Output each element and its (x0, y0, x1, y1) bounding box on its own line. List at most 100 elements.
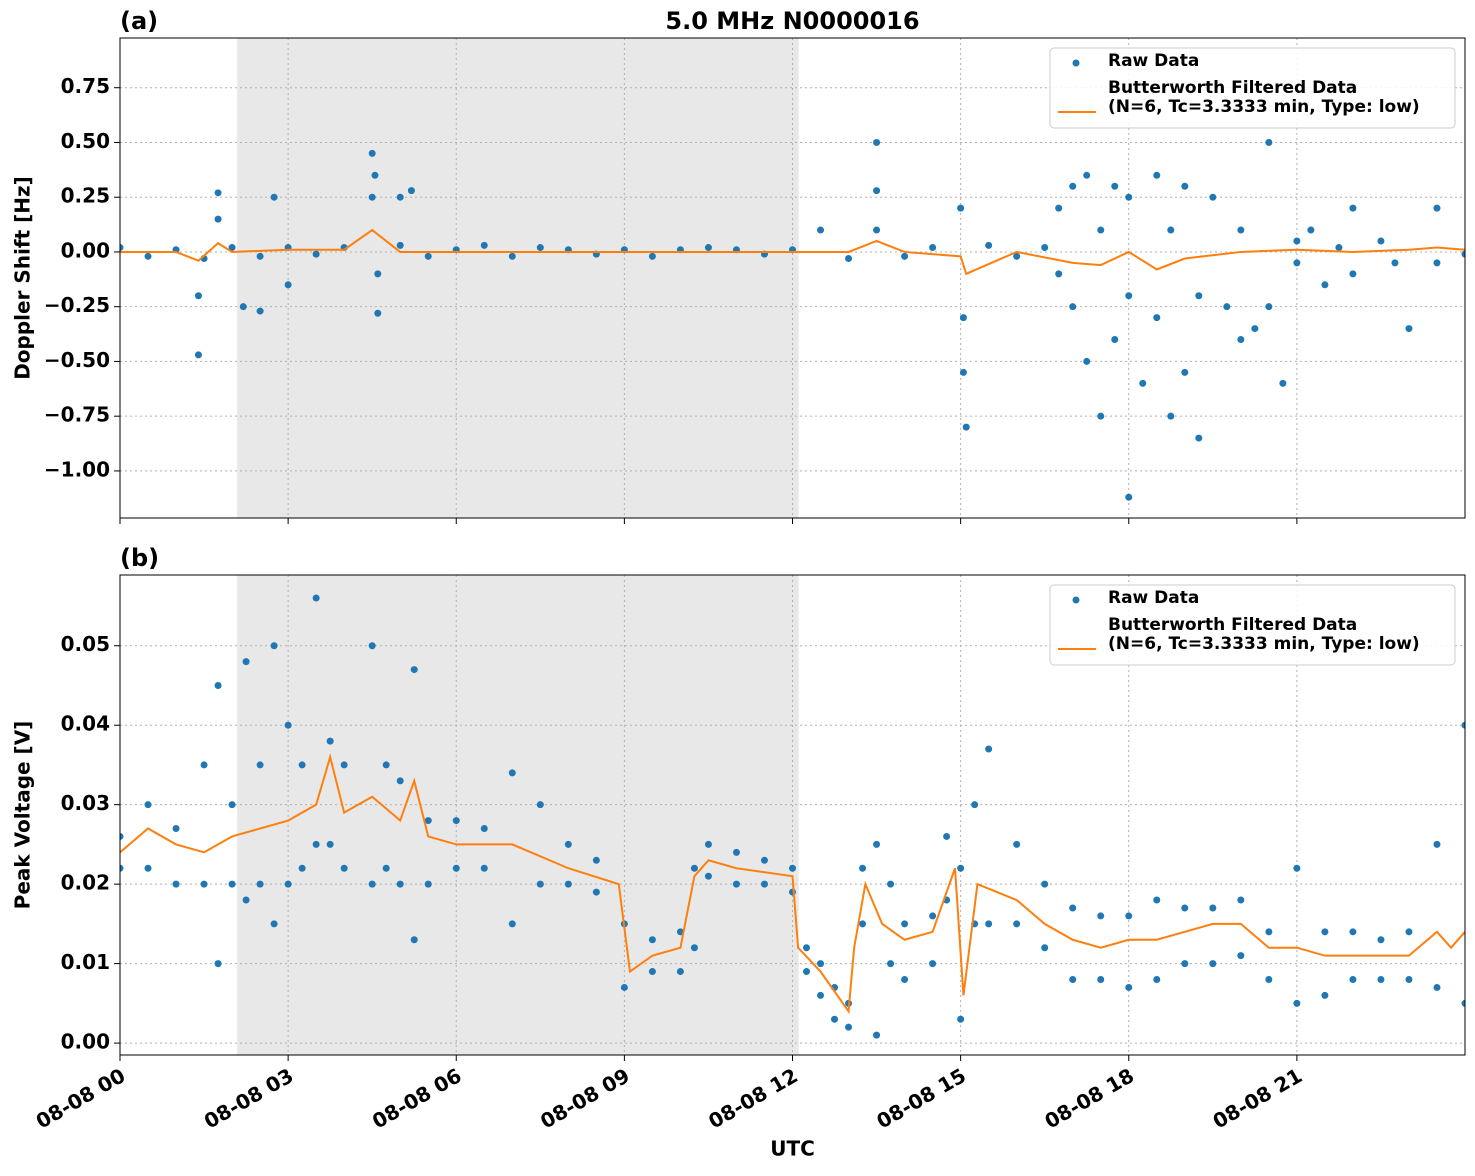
raw-point (256, 307, 264, 315)
raw-point (396, 193, 404, 201)
raw-point (1405, 976, 1413, 984)
raw-point (1279, 379, 1287, 387)
raw-point (1125, 493, 1133, 501)
raw-point (1181, 904, 1189, 912)
raw-point (845, 255, 853, 263)
raw-point (1153, 896, 1161, 904)
raw-point (368, 880, 376, 888)
raw-point (985, 241, 993, 249)
raw-point (382, 864, 390, 872)
raw-point (1097, 412, 1105, 420)
raw-point (1069, 182, 1077, 190)
raw-point (845, 1023, 853, 1031)
raw-point (1461, 721, 1465, 729)
raw-point (1055, 204, 1063, 212)
raw-point (929, 244, 937, 252)
y-tick-label: 0.75 (61, 74, 110, 98)
raw-point (1321, 991, 1329, 999)
legend-label: Butterworth Filtered Data (N=6, Tc=3.333… (1108, 79, 1420, 117)
raw-point (648, 968, 656, 976)
raw-point (312, 594, 320, 602)
raw-point (228, 801, 236, 809)
legend-label: Raw Data (1108, 52, 1200, 71)
legend-box (1049, 584, 1456, 666)
raw-point (1111, 336, 1119, 344)
raw-point (340, 864, 348, 872)
raw-point (214, 189, 222, 197)
chart-title: 5.0 MHz N0000016 (665, 7, 919, 35)
raw-point (789, 888, 796, 896)
raw-point (760, 856, 768, 864)
raw-point (732, 880, 740, 888)
x-tick-label: 08-08 18 (1040, 1063, 1138, 1133)
raw-point (1181, 368, 1189, 376)
raw-point (239, 303, 247, 311)
raw-point (120, 244, 124, 252)
raw-point (962, 423, 970, 431)
raw-point (1167, 412, 1175, 420)
raw-point (144, 801, 152, 809)
panel-label: (b) (120, 544, 159, 572)
legend-box (1049, 47, 1456, 129)
raw-point (1097, 912, 1105, 920)
raw-point (1377, 936, 1385, 944)
raw-point (1041, 244, 1049, 252)
raw-point (1321, 281, 1329, 289)
raw-point (410, 936, 418, 944)
y-tick-label: 0.01 (61, 950, 110, 974)
panel-label: (a) (120, 7, 158, 35)
raw-point (480, 241, 488, 249)
raw-point (943, 832, 951, 840)
raw-point (704, 244, 712, 252)
raw-point (194, 351, 202, 359)
raw-point (648, 252, 656, 260)
y-tick-label: 0.50 (61, 129, 110, 153)
raw-point (508, 769, 516, 777)
raw-point (200, 880, 208, 888)
raw-point (1335, 244, 1343, 252)
raw-point (901, 920, 909, 928)
raw-point (873, 187, 881, 195)
raw-point (873, 138, 881, 146)
y-tick-label: 0.25 (61, 184, 110, 208)
raw-point (1391, 259, 1399, 267)
raw-point (817, 991, 825, 999)
raw-point (789, 864, 796, 872)
y-tick-label: −0.50 (44, 348, 110, 372)
raw-point (1139, 379, 1147, 387)
x-tick-label: 08-08 06 (368, 1063, 466, 1133)
raw-point (1125, 193, 1133, 201)
plot-frame (119, 574, 1466, 1056)
raw-point (1125, 983, 1133, 991)
legend-marker (1072, 596, 1080, 604)
raw-point (1153, 976, 1161, 984)
raw-point (704, 840, 712, 848)
raw-point (214, 681, 222, 689)
y-tick-label: 0.00 (61, 238, 110, 262)
raw-point (1195, 434, 1203, 442)
raw-point (887, 880, 895, 888)
raw-point (1237, 226, 1245, 234)
raw-point (1209, 960, 1217, 968)
raw-point (676, 968, 684, 976)
raw-point (1013, 252, 1021, 260)
raw-point (1433, 259, 1441, 267)
raw-point (1083, 171, 1091, 179)
raw-point (873, 226, 881, 234)
raw-point (1237, 896, 1245, 904)
y-tick-label: 0.05 (61, 632, 110, 656)
raw-point (592, 856, 600, 864)
raw-point (424, 817, 432, 825)
raw-point (1461, 999, 1465, 1007)
raw-point (592, 888, 600, 896)
raw-point (1349, 976, 1357, 984)
raw-point (270, 193, 278, 201)
raw-point (1181, 182, 1189, 190)
plot-area (120, 138, 1465, 501)
filtered-line (120, 228, 1465, 276)
raw-point (985, 920, 993, 928)
raw-point (760, 880, 768, 888)
legend-label: Raw Data (1108, 589, 1200, 608)
raw-point (1181, 960, 1189, 968)
raw-point (1433, 204, 1441, 212)
